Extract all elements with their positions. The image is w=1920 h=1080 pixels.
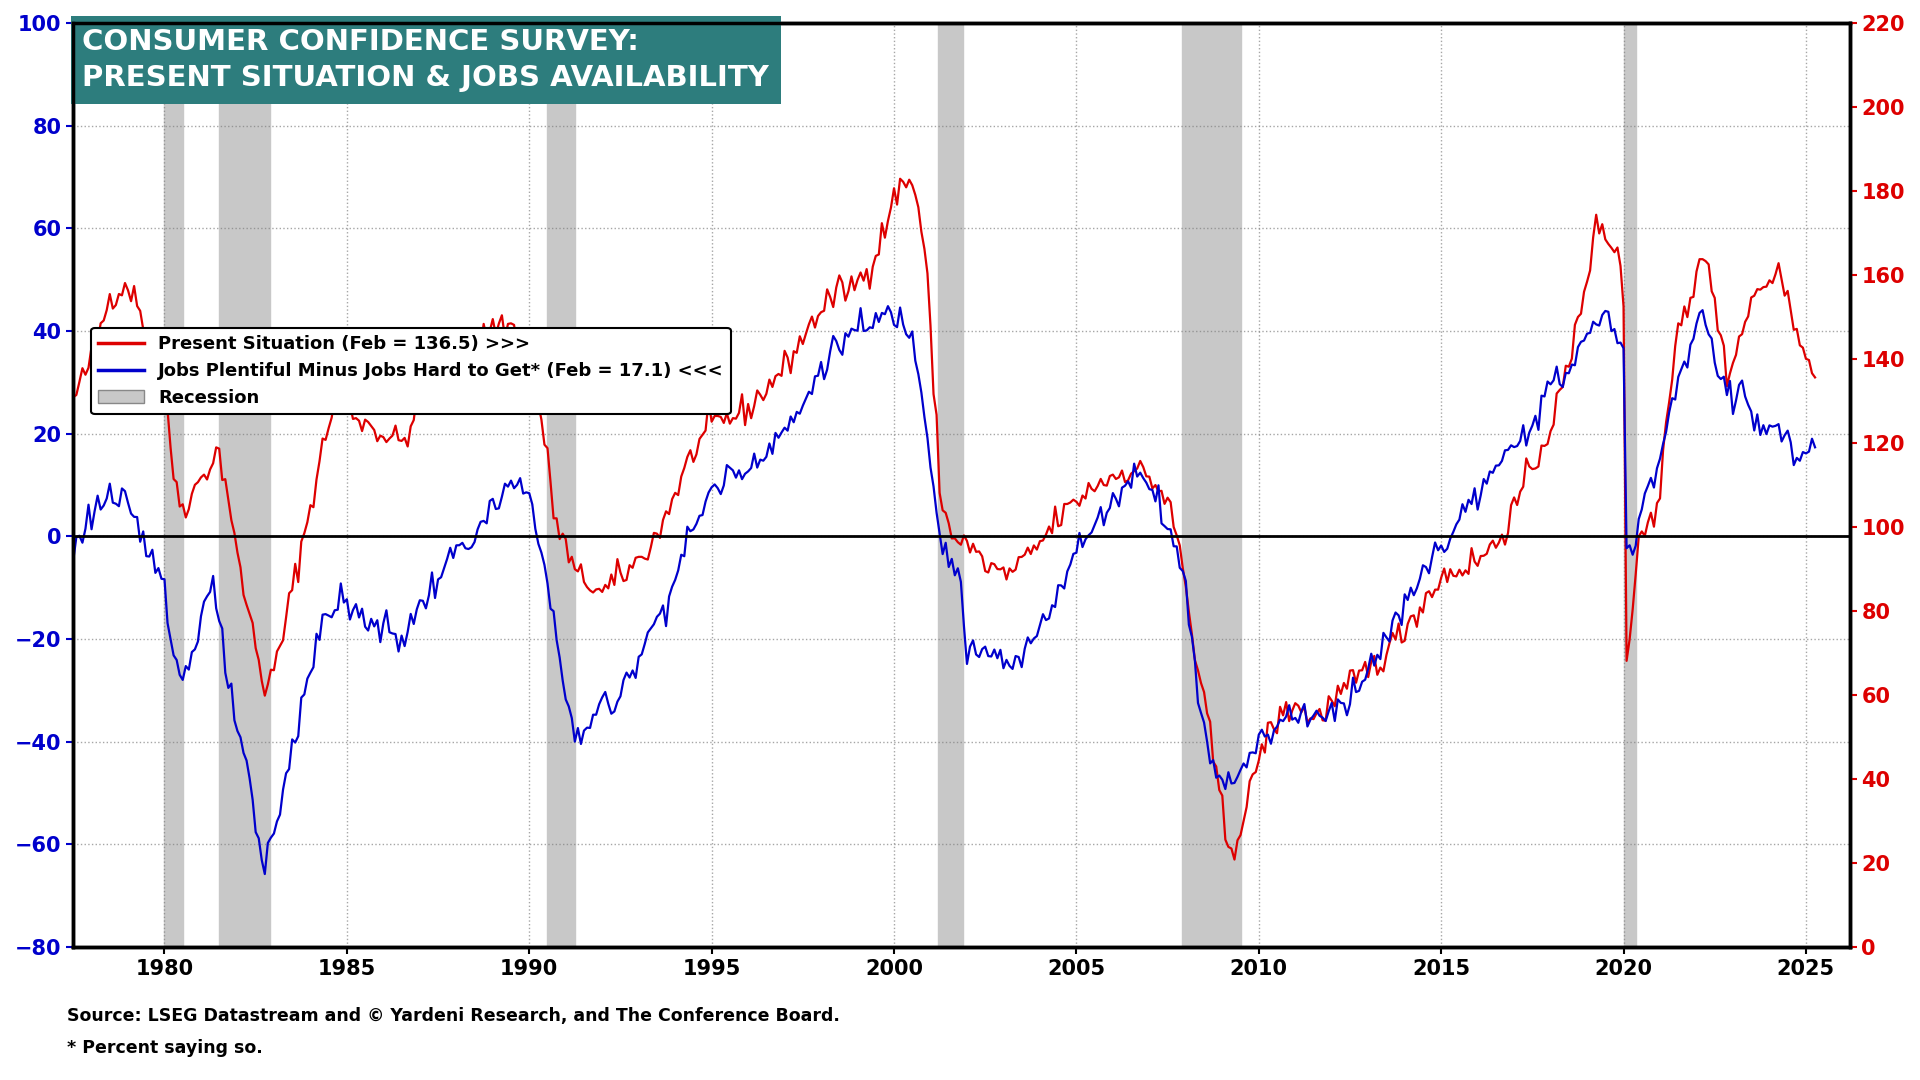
Text: CONSUMER CONFIDENCE SURVEY:
PRESENT SITUATION & JOBS AVAILABILITY: CONSUMER CONFIDENCE SURVEY: PRESENT SITU…: [83, 28, 768, 93]
Legend: Present Situation (Feb = 136.5) >>>, Jobs Plentiful Minus Jobs Hard to Get* (Feb: Present Situation (Feb = 136.5) >>>, Job…: [92, 327, 732, 414]
Bar: [547, 23, 574, 947]
Bar: [1183, 23, 1240, 947]
Bar: [165, 23, 182, 947]
Bar: [1624, 23, 1636, 947]
Text: Source: LSEG Datastream and © Yardeni Research, and The Conference Board.: Source: LSEG Datastream and © Yardeni Re…: [67, 1007, 841, 1025]
Text: * Percent saying so.: * Percent saying so.: [67, 1039, 263, 1057]
Bar: [219, 23, 271, 947]
Bar: [937, 23, 964, 947]
